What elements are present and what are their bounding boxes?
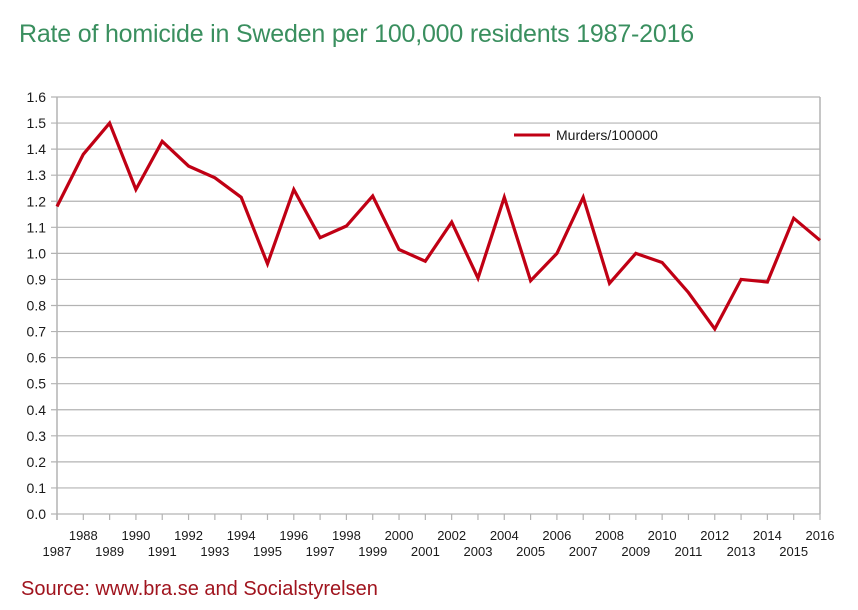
y-tick-label: 1.3: [27, 167, 47, 183]
y-axis-tick-labels: 0.0 0.1 0.2 0.3 0.4 0.5 0.6 0.7 0.8 0.9 1.0 1.1 1.2 1…: [27, 89, 47, 522]
y-tick-label: 0.1: [27, 480, 47, 496]
x-tick-label: 2015: [779, 544, 808, 559]
legend: Murders/100000: [514, 127, 658, 143]
x-axis-tick-labels: 1987198819891990199119921993199419951996…: [43, 528, 835, 559]
x-tick-label: 2008: [595, 528, 624, 543]
y-tick-label: 1.4: [27, 141, 47, 157]
y-tick-label: 1.5: [27, 115, 47, 131]
series-line-murders: [55, 120, 822, 333]
gridlines: [51, 96, 821, 520]
y-tick-label: 0.8: [27, 298, 47, 314]
y-tick-label: 0.6: [27, 350, 47, 366]
y-tick-label: 0.2: [27, 454, 47, 470]
x-tick-label: 2011: [674, 544, 702, 559]
series-layer: [55, 120, 822, 333]
x-tick-label: 2013: [727, 544, 756, 559]
x-tick-label: 2009: [621, 544, 650, 559]
x-tick-label: 2010: [648, 528, 677, 543]
x-tick-label: 2005: [516, 544, 545, 559]
x-tick-label: 2012: [700, 528, 729, 543]
y-tick-label: 0.4: [27, 402, 47, 418]
x-tick-label: 2016: [806, 528, 835, 543]
x-tick-label: 1989: [95, 544, 124, 559]
y-tick-label: 0.7: [27, 324, 47, 340]
x-tick-label: 1994: [227, 528, 256, 543]
y-tick-label: 1.0: [27, 245, 47, 261]
x-tick-label: 1997: [306, 544, 335, 559]
x-tick-label: 2001: [411, 544, 440, 559]
x-tick-label: 2003: [464, 544, 493, 559]
x-tick-label: 1987: [43, 544, 72, 559]
x-tick-label: 1992: [174, 528, 203, 543]
x-tick-label: 1993: [200, 544, 229, 559]
y-tick-label: 1.1: [27, 219, 47, 235]
x-tick-label: 2000: [385, 528, 414, 543]
y-tick-label: 0.9: [27, 271, 47, 287]
x-axis: [56, 514, 821, 520]
x-tick-label: 2004: [490, 528, 519, 543]
y-tick-label: 1.6: [27, 89, 47, 105]
source-note: Source: www.bra.se and Socialstyrelsen: [21, 578, 378, 600]
x-tick-label: 1995: [253, 544, 282, 559]
y-tick-label: 0.3: [27, 428, 47, 444]
x-tick-label: 1990: [121, 528, 150, 543]
x-tick-label: 2014: [753, 528, 782, 543]
x-tick-label: 2006: [542, 528, 571, 543]
x-tick-label: 1998: [332, 528, 361, 543]
y-tick-label: 0.0: [27, 506, 47, 522]
y-tick-label: 1.2: [27, 193, 47, 209]
x-tick-label: 1999: [358, 544, 387, 559]
x-tick-label: 2007: [569, 544, 598, 559]
x-tick-label: 1988: [69, 528, 98, 543]
legend-label: Murders/100000: [556, 127, 658, 143]
x-tick-label: 1996: [279, 528, 308, 543]
x-tick-label: 2002: [437, 528, 466, 543]
y-tick-label: 0.5: [27, 376, 47, 392]
chart-title: Rate of homicide in Sweden per 100,000 r…: [19, 20, 694, 48]
x-tick-label: 1991: [148, 544, 177, 559]
